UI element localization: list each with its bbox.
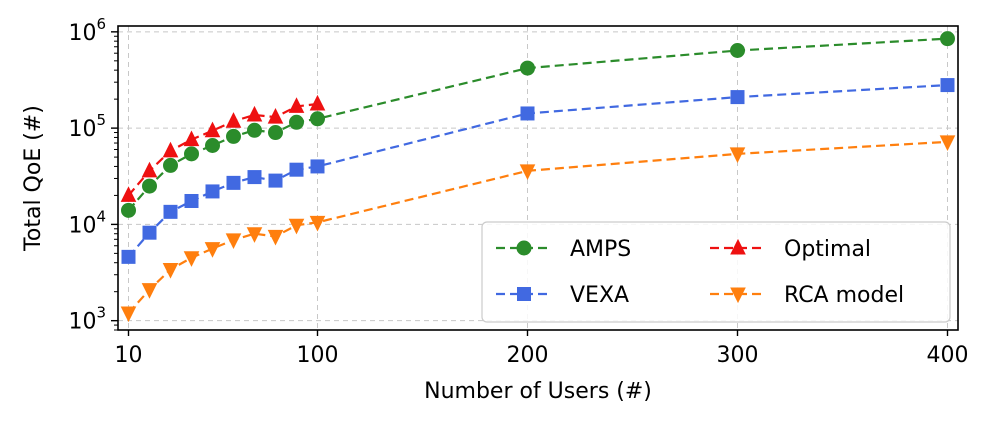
vexa-point xyxy=(226,175,241,190)
amps-point xyxy=(226,128,241,144)
legend-label: AMPS xyxy=(570,237,631,262)
x-tick-label: 300 xyxy=(717,343,759,368)
optimal-point xyxy=(246,105,263,122)
x-tick-label: 400 xyxy=(927,343,969,368)
x-axis-label: Number of Users (#) xyxy=(424,379,652,404)
legend-entry-amps: AMPS xyxy=(496,237,631,262)
rca-model-point xyxy=(267,229,284,246)
optimal-line xyxy=(127,102,318,197)
y-tick-label: 105 xyxy=(68,111,106,142)
rca-model-point xyxy=(225,233,242,250)
vexa-point xyxy=(121,249,136,264)
series-rca-model xyxy=(120,135,956,323)
rca-model-point xyxy=(939,135,956,151)
rca-model-point xyxy=(519,164,536,180)
optimal-point xyxy=(204,121,221,138)
rca-model-point xyxy=(309,215,326,232)
optimal-point xyxy=(225,112,242,128)
rca-model-point xyxy=(120,306,137,323)
axis-ticks: 10 100 200 300 400 103 104 105 106 xyxy=(68,15,968,368)
optimal-point xyxy=(162,141,179,158)
rca-model-point xyxy=(183,251,200,267)
legend-swatch-marker xyxy=(730,238,746,255)
y-tick-label: 103 xyxy=(68,304,106,335)
y-tick-label: 106 xyxy=(68,15,106,46)
optimal-point xyxy=(141,161,158,178)
amps-point xyxy=(289,114,304,130)
optimal-point xyxy=(120,186,137,202)
rca-model-point xyxy=(246,227,263,243)
vexa-point xyxy=(247,170,262,185)
vexa-point xyxy=(730,90,745,105)
legend-entry-optimal: Optimal xyxy=(710,237,871,262)
legend: AMPS Optimal VEXA RCA model xyxy=(481,221,951,323)
amps-point xyxy=(205,137,220,153)
vexa-point xyxy=(163,204,178,219)
vexa-point xyxy=(268,173,283,188)
legend-label: RCA model xyxy=(784,283,904,308)
series-amps xyxy=(121,31,955,218)
legend-swatch-marker xyxy=(730,287,746,304)
legend-swatch-marker xyxy=(517,287,531,301)
rca-model-point xyxy=(288,218,305,235)
x-tick-label: 200 xyxy=(507,343,549,368)
y-axis-label: Total QoE (#) xyxy=(21,105,46,252)
optimal-point xyxy=(309,94,326,111)
amps-point xyxy=(163,157,178,173)
x-tick-label: 10 xyxy=(115,343,143,368)
amps-point xyxy=(184,146,199,162)
legend-label: VEXA xyxy=(570,283,629,308)
amps-point xyxy=(940,31,955,47)
optimal-point xyxy=(183,130,200,147)
amps-point xyxy=(268,125,283,141)
y-tick-label: 104 xyxy=(68,207,106,238)
legend-entry-vexa: VEXA xyxy=(496,283,629,308)
vexa-point xyxy=(205,184,220,199)
legend-entry-rca-model: RCA model xyxy=(710,283,904,308)
rca-model-point xyxy=(141,283,158,299)
amps-point xyxy=(730,43,745,59)
optimal-point xyxy=(288,97,305,113)
rca-model-point xyxy=(204,242,221,258)
optimal-point xyxy=(267,108,284,124)
amps-point xyxy=(520,60,535,76)
amps-point xyxy=(247,122,262,138)
vexa-point xyxy=(289,162,304,177)
x-tick-label: 100 xyxy=(297,343,339,368)
series-vexa xyxy=(121,78,955,264)
amps-point xyxy=(121,202,136,218)
vexa-point xyxy=(940,78,955,93)
legend-label: Optimal xyxy=(784,237,871,262)
vexa-point xyxy=(184,193,199,208)
vexa-point xyxy=(142,225,157,240)
amps-point xyxy=(310,111,325,127)
amps-point xyxy=(142,178,157,194)
vexa-point xyxy=(310,159,325,174)
series-optimal xyxy=(120,94,326,202)
vexa-point xyxy=(520,106,535,121)
rca-model-point xyxy=(729,147,746,164)
legend-box xyxy=(481,221,951,323)
series-lines xyxy=(120,31,956,323)
legend-swatch-marker xyxy=(516,240,532,256)
rca-model-point xyxy=(162,263,179,279)
